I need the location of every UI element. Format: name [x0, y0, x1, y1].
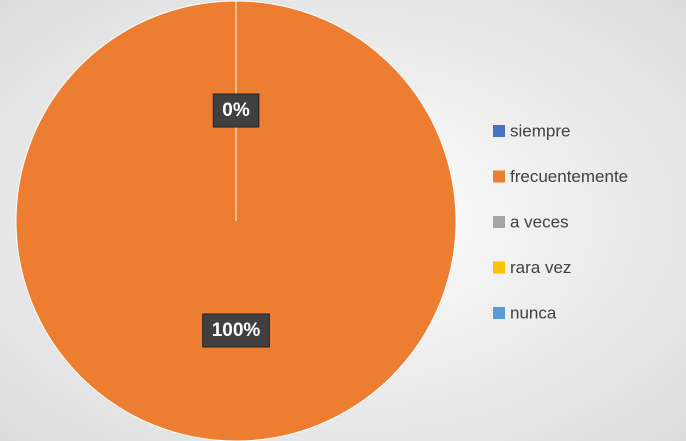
data-label-box	[202, 313, 270, 348]
legend-swatch	[493, 216, 505, 228]
legend: siempre frecuentemente a veces rara vez nunc…	[493, 121, 628, 322]
data-label-box	[212, 93, 260, 128]
legend-label: siempre	[510, 121, 570, 140]
legend-item: a veces	[493, 212, 569, 231]
legend-item: siempre	[493, 121, 570, 140]
legend-swatch	[493, 125, 505, 137]
legend-swatch	[493, 307, 505, 319]
legend-label: rara vez	[510, 258, 571, 277]
legend-item: nunca	[493, 303, 557, 322]
legend-swatch	[493, 170, 505, 183]
data-label-text: 0%	[222, 100, 250, 121]
data-labels: 0% 100%	[202, 93, 270, 348]
data-label-text: 100%	[212, 320, 261, 341]
legend-swatch	[493, 261, 505, 274]
pie	[15, 0, 457, 441]
data-label: 100%	[202, 313, 270, 348]
data-label: 0%	[212, 93, 260, 128]
legend-label: a veces	[510, 212, 569, 231]
legend-item: frecuentemente	[493, 167, 628, 186]
legend-item: rara vez	[493, 258, 571, 277]
legend-label: frecuentemente	[510, 167, 628, 186]
legend-label: nunca	[510, 303, 557, 322]
